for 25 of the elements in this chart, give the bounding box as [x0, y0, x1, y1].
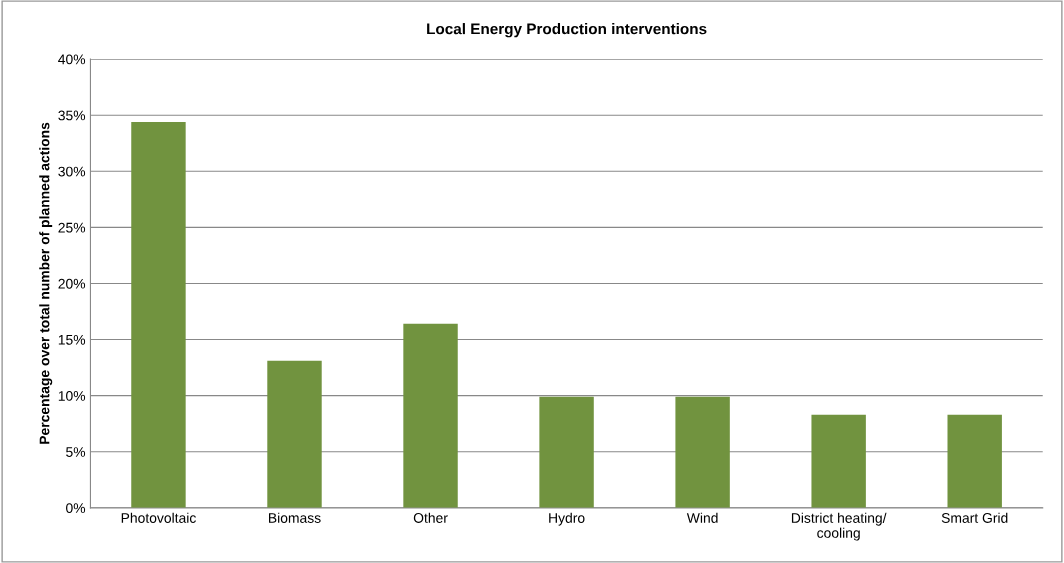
x-tick-label: Smart Grid: [941, 512, 1008, 523]
y-tick-label: 5%: [66, 447, 86, 457]
x-tick-label: Photovoltaic: [121, 512, 196, 523]
bar: [131, 121, 186, 508]
y-tick-label: 30%: [58, 166, 86, 177]
bar: [539, 396, 594, 508]
y-tick-label: 35%: [58, 110, 86, 121]
y-tick-label: 20%: [58, 278, 86, 289]
x-tick-label: Wind: [686, 512, 718, 523]
y-tick-label: 25%: [58, 222, 86, 233]
x-tick-label: Hydro: [549, 512, 585, 526]
y-tick-label: 10%: [58, 390, 86, 401]
x-tick-label: Biomass: [269, 512, 321, 523]
bar: [811, 414, 866, 508]
y-tick-label: 15%: [58, 334, 86, 345]
bar: [675, 396, 730, 508]
x-tick-label: District heating/ cooling: [791, 512, 887, 541]
bar: [947, 414, 1002, 508]
y-tick-label: 0%: [66, 503, 86, 513]
x-tick-label: Other: [413, 512, 448, 523]
bar: [267, 360, 322, 508]
y-tick-label: 40%: [58, 54, 86, 65]
y-axis-title: Percentage over total number of planned actions: [39, 122, 53, 444]
chart-title: Local Energy Production interventions: [427, 23, 707, 38]
bar: [403, 323, 458, 508]
